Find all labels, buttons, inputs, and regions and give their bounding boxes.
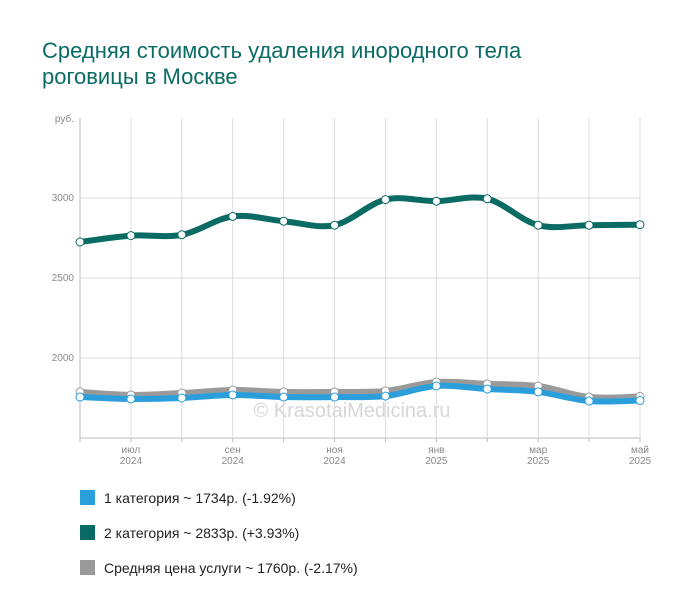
- point: [380, 391, 390, 401]
- y-tick-label: 3000: [52, 193, 75, 204]
- point: [533, 387, 543, 397]
- legend-swatch: [80, 525, 95, 540]
- legend-label: 2 категория ~ 2833р. (+3.93%): [104, 525, 299, 541]
- x-tick-label: сен 2024: [222, 445, 245, 467]
- point: [126, 231, 136, 241]
- x-tick-label: июл 2024: [120, 445, 143, 467]
- point: [533, 220, 543, 230]
- watermark: © KrasotaiMedicina.ru: [253, 400, 450, 422]
- point: [228, 390, 238, 400]
- point: [279, 392, 289, 402]
- point: [228, 211, 238, 221]
- y-tick-label: 2500: [52, 273, 75, 284]
- y-tick-label: 2000: [52, 353, 75, 364]
- point: [584, 220, 594, 230]
- point: [330, 392, 340, 402]
- x-tick-label: май 2025: [629, 445, 652, 467]
- chart-title: Средняя стоимость удаления инородного те…: [42, 38, 522, 63]
- point: [126, 394, 136, 404]
- point: [177, 393, 187, 403]
- point: [75, 392, 85, 402]
- x-tick-label: янв 2025: [425, 445, 448, 467]
- point: [431, 381, 441, 391]
- line: [79, 194, 641, 245]
- point: [177, 230, 187, 240]
- legend-swatch: [80, 560, 95, 575]
- point: [279, 216, 289, 226]
- point: [380, 195, 390, 205]
- chart-title: роговицы в Москве: [42, 64, 238, 89]
- point: [635, 396, 645, 406]
- legend-label: Средняя цена услуги ~ 1760р. (-2.17%): [104, 560, 358, 576]
- legend-swatch: [80, 490, 95, 505]
- point: [431, 196, 441, 206]
- y-unit: руб.: [55, 113, 74, 125]
- point: [330, 220, 340, 230]
- point: [482, 384, 492, 394]
- point: [75, 237, 85, 247]
- point: [584, 396, 594, 406]
- point: [482, 194, 492, 204]
- x-tick-label: ноя 2024: [323, 445, 346, 467]
- x-tick-label: мар 2025: [527, 445, 550, 467]
- point: [635, 220, 645, 230]
- legend-label: 1 категория ~ 1734р. (-1.92%): [104, 490, 296, 506]
